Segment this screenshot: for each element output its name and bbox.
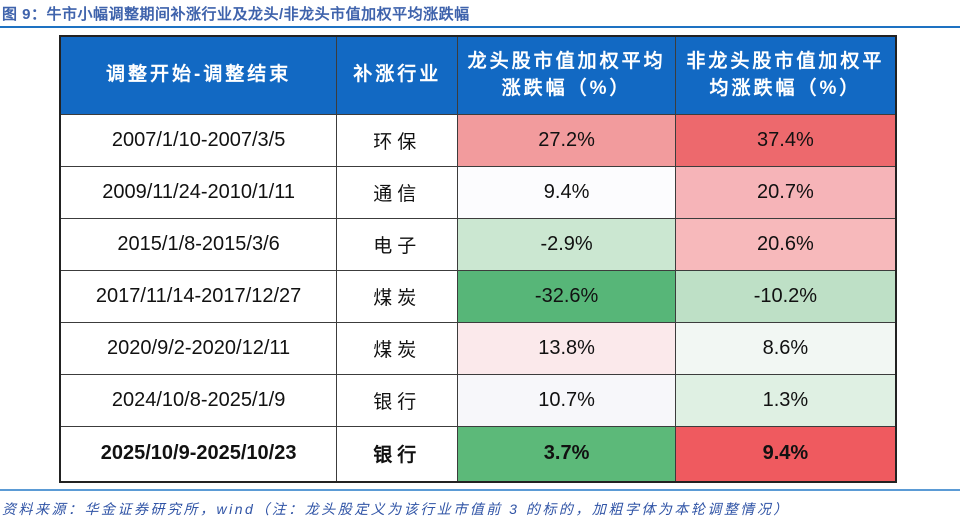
cell-industry: 煤炭 <box>336 269 459 323</box>
cell-period: 2009/11/24-2010/1/11 <box>59 165 338 219</box>
cell-leader-value: 27.2% <box>457 113 676 167</box>
cell-leader-value: 10.7% <box>457 373 676 427</box>
cell-nonleader-value: -10.2% <box>674 269 897 323</box>
header-nonleader-change: 非龙头股市值加权平均涨跌幅（%） <box>674 35 897 115</box>
cell-nonleader-value: 20.7% <box>674 165 897 219</box>
table-row: 2007/1/10-2007/3/5 环保 27.2% 37.4% <box>59 113 897 167</box>
table-header-row: 调整开始-调整结束 补涨行业 龙头股市值加权平均涨跌幅（%） 非龙头股市值加权平… <box>59 35 897 115</box>
cell-leader-value: 9.4% <box>457 165 676 219</box>
top-divider <box>0 26 960 28</box>
figure-title: 图 9：牛市小幅调整期间补涨行业及龙头/非龙头市值加权平均涨跌幅 <box>2 6 470 23</box>
cell-period: 2020/9/2-2020/12/11 <box>59 321 338 375</box>
cell-leader-value: 13.8% <box>457 321 676 375</box>
bottom-divider <box>0 489 960 491</box>
cell-industry: 煤炭 <box>336 321 459 375</box>
cell-period: 2024/10/8-2025/1/9 <box>59 373 338 427</box>
cell-nonleader-value: 20.6% <box>674 217 897 271</box>
cell-industry: 电子 <box>336 217 459 271</box>
cell-nonleader-value: 37.4% <box>674 113 897 167</box>
header-leader-change: 龙头股市值加权平均涨跌幅（%） <box>457 35 676 115</box>
table-row: 2017/11/14-2017/12/27 煤炭 -32.6% -10.2% <box>59 269 897 323</box>
cell-nonleader-value: 9.4% <box>674 425 897 483</box>
table-row: 2015/1/8-2015/3/6 电子 -2.9% 20.6% <box>59 217 897 271</box>
cell-nonleader-value: 8.6% <box>674 321 897 375</box>
cell-leader-value: 3.7% <box>457 425 676 483</box>
table-row: 2020/9/2-2020/12/11 煤炭 13.8% 8.6% <box>59 321 897 375</box>
table-row: 2009/11/24-2010/1/11 通信 9.4% 20.7% <box>59 165 897 219</box>
rebound-industry-table: 调整开始-调整结束 补涨行业 龙头股市值加权平均涨跌幅（%） 非龙头股市值加权平… <box>59 35 897 483</box>
table-row: 2024/10/8-2025/1/9 银行 10.7% 1.3% <box>59 373 897 427</box>
header-industry: 补涨行业 <box>336 35 459 115</box>
cell-industry: 银行 <box>336 373 459 427</box>
source-note: 资料来源：华金证券研究所，wind（注：龙头股定义为该行业市值前 3 的标的，加… <box>2 501 790 517</box>
cell-period: 2025/10/9-2025/10/23 <box>59 425 338 483</box>
cell-industry: 环保 <box>336 113 459 167</box>
cell-industry: 银行 <box>336 425 459 483</box>
cell-leader-value: -32.6% <box>457 269 676 323</box>
cell-leader-value: -2.9% <box>457 217 676 271</box>
cell-industry: 通信 <box>336 165 459 219</box>
cell-period: 2017/11/14-2017/12/27 <box>59 269 338 323</box>
cell-period: 2015/1/8-2015/3/6 <box>59 217 338 271</box>
header-period: 调整开始-调整结束 <box>59 35 338 115</box>
table-row-current-adjustment: 2025/10/9-2025/10/23 银行 3.7% 9.4% <box>59 425 897 483</box>
cell-nonleader-value: 1.3% <box>674 373 897 427</box>
cell-period: 2007/1/10-2007/3/5 <box>59 113 338 167</box>
